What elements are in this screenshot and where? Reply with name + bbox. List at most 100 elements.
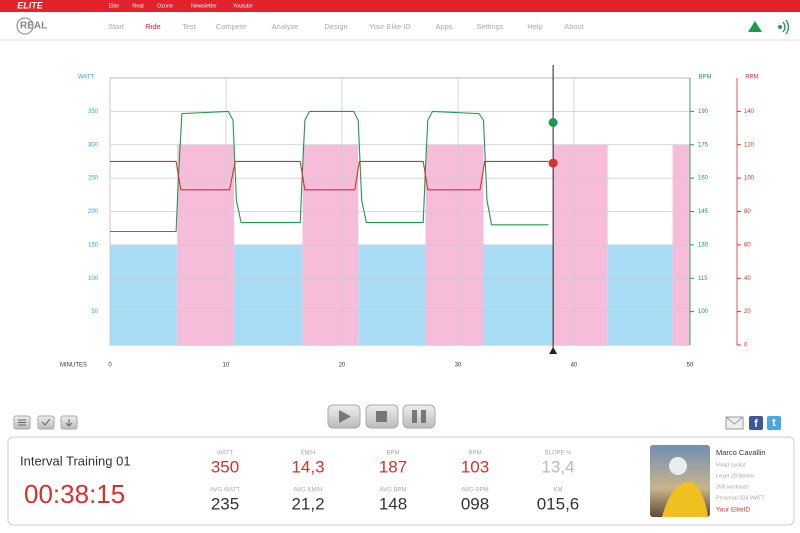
y-tick-label: 200 bbox=[88, 209, 99, 215]
y3-tick-label: 120 bbox=[744, 142, 755, 148]
profile-line: Personal 324 WATT bbox=[716, 495, 766, 501]
x-axis-label: MINUTES bbox=[60, 363, 87, 369]
top-link[interactable]: Newsletter bbox=[191, 3, 217, 9]
stop-glyph bbox=[376, 411, 387, 422]
top-link[interactable]: Ozone bbox=[157, 3, 173, 9]
cursor-handle bbox=[549, 347, 558, 354]
top-link[interactable]: Real bbox=[132, 3, 143, 9]
stat-avg-label: AVG WATT bbox=[210, 488, 241, 494]
stat-label: SLOPE % bbox=[544, 451, 572, 457]
status-icon[interactable] bbox=[748, 21, 762, 32]
x-tick-label: 50 bbox=[687, 363, 694, 369]
play-glyph bbox=[339, 410, 351, 423]
check-button[interactable] bbox=[37, 415, 55, 430]
info-panel bbox=[7, 436, 795, 526]
stat-label: RPM bbox=[468, 451, 481, 457]
profile-line: Road cyclist bbox=[716, 462, 746, 468]
profile-name: Marco Cavallin bbox=[716, 448, 766, 457]
y2-tick-label: 100 bbox=[698, 309, 709, 315]
interval-bar bbox=[358, 244, 426, 345]
stat-avg-value: 098 bbox=[461, 494, 489, 513]
y-tick-label: 100 bbox=[88, 276, 99, 282]
y-tick-label: 300 bbox=[88, 142, 99, 148]
y-tick-label: 250 bbox=[88, 176, 99, 182]
y2-tick-label: 145 bbox=[698, 209, 709, 215]
menu-item[interactable]: Start bbox=[108, 22, 125, 31]
stat-value: 14,3 bbox=[291, 457, 324, 476]
x-tick-label: 20 bbox=[339, 363, 346, 369]
interval-bar bbox=[110, 244, 178, 345]
y3-axis-label: RPM bbox=[745, 75, 758, 81]
logo-ring bbox=[16, 17, 34, 35]
y3-tick-label: 100 bbox=[744, 176, 755, 182]
stat-avg-label: AVG BPM bbox=[380, 488, 407, 494]
current-bpm-dot bbox=[548, 118, 558, 127]
menu-item[interactable]: Settings bbox=[476, 22, 503, 31]
x-tick-label: 0 bbox=[108, 363, 112, 369]
stat-label: KM/H bbox=[301, 451, 316, 457]
menu-item[interactable]: Design bbox=[324, 22, 347, 31]
facebook-icon[interactable] bbox=[749, 416, 763, 430]
profile-line: Level 15/Senior bbox=[716, 473, 754, 479]
y2-tick-label: 190 bbox=[698, 109, 709, 115]
menu-item[interactable]: Analyze bbox=[272, 22, 299, 31]
profile-line: 268 workouts bbox=[716, 484, 749, 490]
stat-avg-value: 015,6 bbox=[537, 494, 580, 513]
top-bar bbox=[0, 0, 800, 12]
signal-icon[interactable] bbox=[778, 25, 782, 29]
workout-time: 00:38:15 bbox=[24, 479, 125, 509]
menu-item[interactable]: Compete bbox=[216, 22, 246, 31]
menu-item[interactable]: Help bbox=[527, 22, 542, 31]
stat-label: WATT bbox=[217, 451, 234, 457]
profile-link[interactable]: Your EliteID bbox=[716, 507, 750, 514]
top-link[interactable]: Youtube bbox=[233, 3, 253, 9]
y3-tick-label: 140 bbox=[744, 109, 755, 115]
stat-avg-label: AVG RPM bbox=[461, 488, 488, 494]
photo-helmet bbox=[669, 457, 687, 475]
y2-tick-label: 130 bbox=[698, 242, 709, 248]
stat-value: 13,4 bbox=[541, 457, 574, 476]
y2-axis-label: BPM bbox=[698, 75, 711, 81]
stat-value: 103 bbox=[461, 457, 489, 476]
stat-avg-value: 148 bbox=[379, 494, 407, 513]
brand[interactable]: ELITE bbox=[17, 0, 43, 10]
y-tick-label: 50 bbox=[91, 309, 98, 315]
y3-tick-label: 20 bbox=[744, 309, 751, 315]
series-line bbox=[110, 110, 549, 233]
pause-glyph bbox=[421, 410, 426, 423]
menu-item[interactable]: Apps bbox=[435, 22, 452, 31]
chart: WATT BPM RPM MINUTES 5010015020025030035… bbox=[60, 65, 759, 369]
y2-tick-label: 115 bbox=[698, 276, 708, 282]
y-tick-label: 150 bbox=[88, 242, 99, 248]
current-rpm-dot bbox=[548, 158, 558, 168]
x-tick-label: 40 bbox=[571, 363, 578, 369]
signal-waves bbox=[782, 19, 790, 35]
y3-tick-label: 40 bbox=[744, 276, 751, 282]
stat-avg-value: 235 bbox=[211, 494, 239, 513]
mail-glyph bbox=[725, 416, 744, 425]
logo[interactable]: REAL bbox=[20, 21, 47, 32]
menu-item[interactable]: Test bbox=[182, 22, 197, 31]
twitter-icon[interactable] bbox=[767, 416, 781, 430]
interval-bar bbox=[234, 244, 303, 345]
y3-tick-label: 0 bbox=[744, 343, 748, 349]
y3-tick-label: 80 bbox=[744, 209, 751, 215]
twitter-letter: t bbox=[772, 417, 776, 429]
y-axis-label: WATT bbox=[78, 75, 95, 81]
x-tick-label: 10 bbox=[223, 363, 230, 369]
menu-item[interactable]: About bbox=[564, 22, 585, 31]
list-glyph bbox=[18, 419, 26, 426]
top-link[interactable]: Elite bbox=[109, 3, 120, 9]
menu-item-active[interactable]: Ride bbox=[145, 22, 160, 31]
interval-bar bbox=[607, 244, 673, 345]
series-line bbox=[110, 160, 549, 191]
y2-tick-label: 175 bbox=[698, 142, 709, 148]
stat-label: BPM bbox=[386, 451, 399, 457]
stat-avg-label: KM bbox=[554, 488, 563, 494]
menu-item[interactable]: Your Elite ID bbox=[369, 22, 411, 31]
stat-value: 187 bbox=[379, 457, 407, 476]
y2-tick-label: 160 bbox=[698, 176, 709, 182]
pause-button[interactable] bbox=[402, 404, 436, 429]
